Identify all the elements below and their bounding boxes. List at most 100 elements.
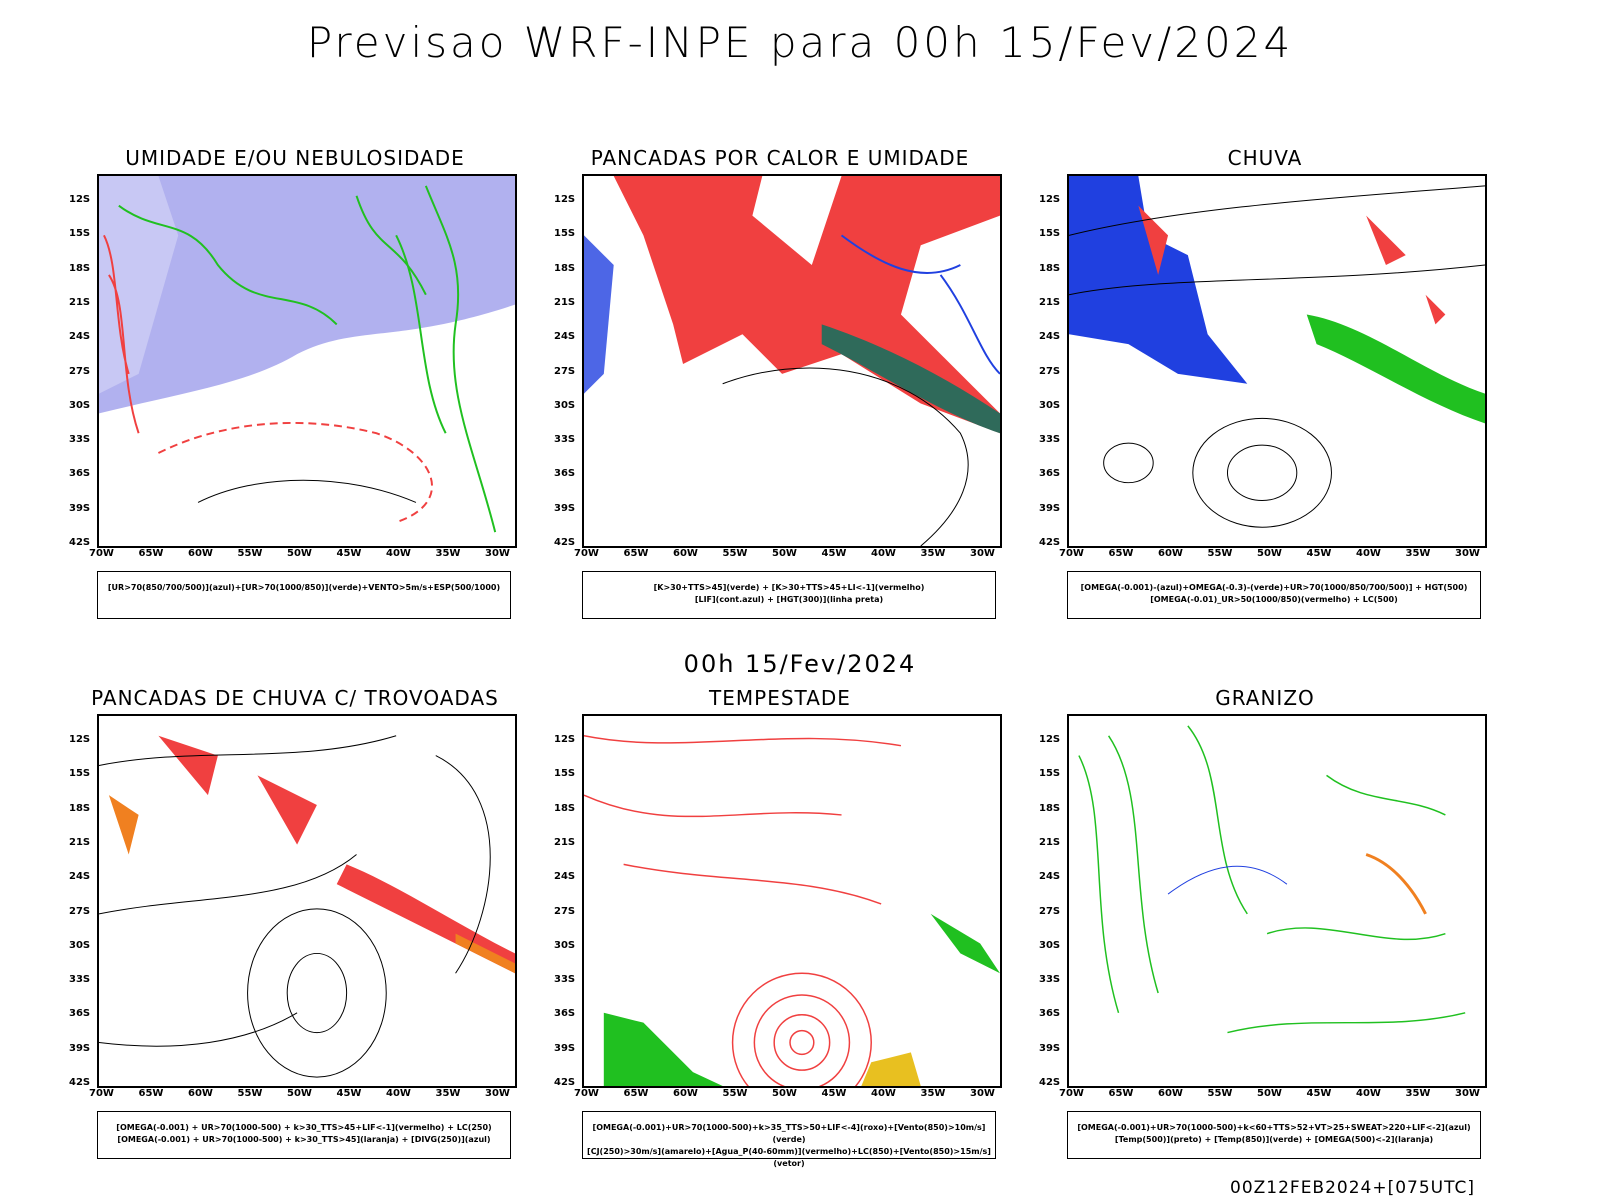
- latitude-label: 18S: [554, 802, 576, 814]
- latitude-label: 33S: [69, 434, 91, 446]
- latitude-label: 27S: [69, 365, 91, 377]
- longitude-label: 70W: [574, 1088, 599, 1099]
- latitude-label: 24S: [1039, 331, 1061, 343]
- latitude-label: 30S: [554, 939, 576, 951]
- map-chuva[interactable]: [1067, 174, 1487, 548]
- legend-line-2: [CJ(250)>30m/s](amarelo)+[Agua_P(40-60mm…: [587, 1147, 991, 1168]
- latitude-label: 21S: [1039, 296, 1061, 308]
- longitude-label: 35W: [1405, 1088, 1431, 1099]
- forecast-time-subtitle: 00h 15/Fev/2024: [683, 650, 917, 678]
- longitude-label: 60W: [673, 548, 698, 559]
- panel-legend: [OMEGA(-0.001)-(azul)+OMEGA(-0.3)-(verde…: [1067, 571, 1481, 619]
- legend-line-1: [OMEGA(-0.001)+UR>70(1000-500)+k>35_TTS>…: [592, 1123, 986, 1144]
- latitude-label: 36S: [69, 468, 91, 480]
- latitude-label: 36S: [554, 468, 576, 480]
- longitude-label: 60W: [1158, 1088, 1183, 1099]
- longitude-label: 70W: [1059, 1088, 1084, 1099]
- longitude-label: 50W: [287, 548, 312, 559]
- latitude-label: 15S: [69, 768, 91, 780]
- longitude-label: 60W: [188, 548, 213, 559]
- panel-chuva: CHUVA [OMEGA(-0.001)-(azul)+OMEGA(-0.3)-…: [1039, 146, 1487, 619]
- latitude-label: 24S: [554, 331, 576, 343]
- longitude-label: 55W: [722, 548, 748, 559]
- panel-trovoadas: PANCADAS DE CHUVA C/ TROVOADAS [OMEGA(-0…: [69, 686, 517, 1159]
- longitude-label: 35W: [1405, 548, 1431, 559]
- longitude-label: 60W: [1158, 548, 1183, 559]
- latitude-label: 42S: [69, 1077, 91, 1088]
- longitude-label: 65W: [138, 1088, 164, 1099]
- panel-granizo: GRANIZO [OMEGA(-0.001)+UR>70(1000-500)+k…: [1039, 686, 1487, 1159]
- longitude-label: 30W: [485, 548, 510, 559]
- latitude-label: 42S: [554, 1077, 576, 1088]
- legend-line-1: [K>30+TTS>45](verde) + [K>30+TTS>45+LI<-…: [653, 583, 925, 592]
- latitude-label: 15S: [554, 768, 576, 780]
- longitude-label: 40W: [386, 1088, 411, 1099]
- latitude-label: 39S: [69, 1042, 91, 1054]
- map-pancadas-calor[interactable]: [582, 174, 1002, 548]
- longitude-label: 30W: [1455, 1088, 1480, 1099]
- longitude-label: 45W: [1306, 1088, 1332, 1099]
- latitude-label: 39S: [1039, 502, 1061, 514]
- longitude-label: 55W: [1207, 548, 1233, 559]
- latitude-label: 42S: [69, 537, 91, 548]
- latitude-label: 15S: [69, 228, 91, 240]
- legend-line-1: [OMEGA(-0.001) + UR>70(1000-500) + k>30_…: [116, 1123, 492, 1132]
- panel-title: TEMPESTADE: [709, 686, 851, 710]
- latitude-label: 42S: [1039, 1077, 1061, 1088]
- page-title: Previsao WRF-INPE para 00h 15/Fev/2024: [306, 18, 1294, 67]
- longitude-label: 40W: [1356, 548, 1381, 559]
- longitude-label: 50W: [772, 548, 797, 559]
- latitude-label: 33S: [554, 434, 576, 446]
- latitude-label: 12S: [554, 194, 576, 205]
- longitude-label: 65W: [623, 548, 649, 559]
- latitude-label: 18S: [1039, 802, 1061, 814]
- longitude-label: 55W: [237, 1088, 263, 1099]
- latitude-label: 12S: [69, 734, 91, 745]
- map-umidade[interactable]: [97, 174, 517, 548]
- latitude-label: 27S: [554, 905, 576, 917]
- latitude-label: 39S: [554, 1042, 576, 1054]
- latitude-label: 24S: [554, 871, 576, 883]
- legend-line-2: [LIF](cont.azul) + [HGT(300)](linha pret…: [694, 595, 884, 604]
- latitude-label: 21S: [69, 836, 91, 848]
- latitude-label: 36S: [1039, 1008, 1061, 1020]
- map-granizo[interactable]: [1067, 714, 1487, 1088]
- latitude-label: 12S: [1039, 194, 1061, 205]
- legend-line-1: [UR>70(850/700/500)](azul)+[UR>70(1000/8…: [107, 583, 501, 592]
- latitude-label: 21S: [1039, 836, 1061, 848]
- longitude-label: 50W: [772, 1088, 797, 1099]
- latitude-label: 33S: [1039, 434, 1061, 446]
- panel-umidade: UMIDADE E/OU NEBULOSIDADE [UR>70(850/700…: [69, 146, 517, 619]
- latitude-label: 36S: [1039, 468, 1061, 480]
- longitude-label: 45W: [821, 548, 847, 559]
- panel-title: UMIDADE E/OU NEBULOSIDADE: [125, 146, 465, 170]
- latitude-label: 30S: [1039, 399, 1061, 411]
- map-tempestade[interactable]: [582, 714, 1002, 1088]
- latitude-label: 18S: [69, 802, 91, 814]
- legend-line-1: [OMEGA(-0.001)-(azul)+OMEGA(-0.3)-(verde…: [1080, 583, 1468, 592]
- longitude-label: 50W: [287, 1088, 312, 1099]
- longitude-label: 65W: [1108, 548, 1134, 559]
- map-trovoadas[interactable]: [97, 714, 517, 1088]
- latitude-label: 27S: [554, 365, 576, 377]
- panel-legend: [OMEGA(-0.001) + UR>70(1000-500) + k>30_…: [97, 1111, 511, 1159]
- longitude-label: 70W: [574, 548, 599, 559]
- longitude-label: 35W: [920, 1088, 946, 1099]
- panel-title: PANCADAS POR CALOR E UMIDADE: [590, 146, 970, 170]
- latitude-label: 42S: [554, 537, 576, 548]
- longitude-label: 55W: [1207, 1088, 1233, 1099]
- latitude-label: 36S: [554, 1008, 576, 1020]
- panel-title: PANCADAS DE CHUVA C/ TROVOADAS: [91, 686, 499, 710]
- latitude-label: 21S: [69, 296, 91, 308]
- longitude-label: 50W: [1257, 548, 1282, 559]
- longitude-label: 70W: [1059, 548, 1084, 559]
- latitude-label: 21S: [554, 296, 576, 308]
- panel-legend: [OMEGA(-0.001)+UR>70(1000-500)+k<60+TTS>…: [1067, 1111, 1481, 1159]
- latitude-label: 30S: [69, 939, 91, 951]
- latitude-label: 42S: [1039, 537, 1061, 548]
- longitude-label: 55W: [722, 1088, 748, 1099]
- longitude-label: 30W: [970, 1088, 995, 1099]
- longitude-label: 65W: [1108, 1088, 1134, 1099]
- panel-legend: [K>30+TTS>45](verde) + [K>30+TTS>45+LI<-…: [582, 571, 996, 619]
- latitude-label: 27S: [1039, 365, 1061, 377]
